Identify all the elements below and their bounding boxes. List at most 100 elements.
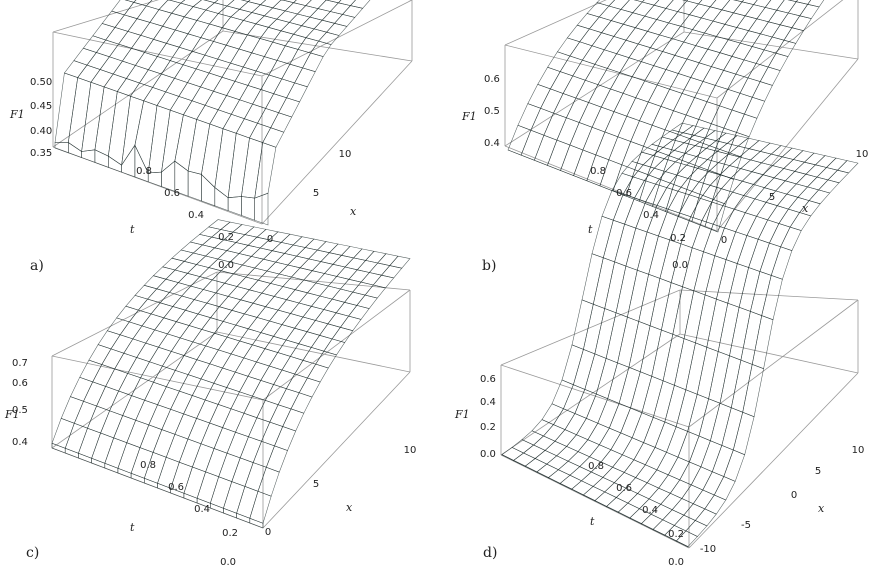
surface-skirt <box>108 155 122 173</box>
surface-skirt <box>201 173 216 207</box>
tick-labels: 0.0 0.2 0.4 0.6 0.8 0 5 10 0.4 0.5 0.6 <box>484 74 868 271</box>
x-tick-label: 5 <box>313 479 319 490</box>
t-tick-label: 0.8 <box>140 460 156 471</box>
surface-patch <box>77 64 101 83</box>
surface-skirt <box>117 467 132 479</box>
surface-patch <box>270 112 293 133</box>
box-edge <box>262 371 411 529</box>
surface-patch <box>757 219 780 244</box>
surface-patch <box>740 311 763 365</box>
surface-patch <box>574 389 597 419</box>
surface-patch <box>594 491 617 507</box>
surface-patch <box>333 14 356 27</box>
surface-front-edge <box>51 442 264 529</box>
surface-front-edge <box>54 141 269 226</box>
z-tick-label: 0.4 <box>480 397 496 408</box>
surface-patch <box>592 257 615 309</box>
x-tick-label: 0 <box>265 527 271 538</box>
z-tick-label: 0.50 <box>30 77 52 88</box>
t-tick-label: 0.6 <box>168 482 184 493</box>
panel-d: 0.0 0.2 0.4 0.6 0.8 -10 -5 0 5 10 0.0 0.2 0.4 0.6 t x F1 <box>454 122 864 568</box>
box-edge <box>504 31 685 147</box>
z-axis-label: F1 <box>454 408 470 421</box>
surface-patch <box>700 440 723 473</box>
surface-patch <box>238 1 262 13</box>
surface-patch <box>617 502 640 519</box>
surface-patch <box>249 122 272 143</box>
surface-patch <box>174 114 197 172</box>
surface-patch <box>523 444 546 459</box>
surface-patch <box>230 8 253 21</box>
box-edge <box>216 331 411 373</box>
surface-skirt <box>629 517 642 525</box>
t-tick-label: 0.0 <box>668 557 684 568</box>
bounding-box <box>504 0 859 232</box>
x-tick-label: 0 <box>267 234 273 245</box>
z-tick-label: 0.4 <box>12 437 28 448</box>
surface-skirt <box>547 165 561 171</box>
surface-skirt <box>144 477 158 489</box>
surface-patch <box>672 286 695 339</box>
surface-patch <box>209 109 232 130</box>
surface-skirt <box>594 500 607 508</box>
surface-patch <box>557 460 581 476</box>
surface-patch <box>227 132 250 199</box>
x-tick-label: 5 <box>313 188 319 199</box>
surface-skirt <box>241 196 255 221</box>
surface-patch <box>761 275 783 321</box>
t-tick-label: 0.2 <box>218 232 234 243</box>
surface-patch <box>201 123 224 189</box>
surface-patch <box>571 480 594 496</box>
z-axis-label: F1 <box>4 408 20 421</box>
surface-skirt <box>91 457 106 469</box>
surface-patch <box>104 437 128 469</box>
surface-patch <box>315 350 337 369</box>
surface-patch <box>660 492 683 511</box>
surface-skirt <box>676 540 689 548</box>
surface <box>51 219 411 524</box>
surface-patch <box>751 315 774 370</box>
surface-patch <box>143 87 167 106</box>
surface-patch <box>63 60 88 78</box>
t-tick-label: 0.4 <box>642 505 658 516</box>
x-tick-label: 10 <box>856 149 869 160</box>
t-tick-label: 0.4 <box>188 210 204 221</box>
box-edge <box>51 355 264 401</box>
surface-skirt <box>618 511 631 519</box>
surface-patch <box>305 28 328 42</box>
surface-patch <box>617 316 640 368</box>
surface-patch <box>770 246 793 280</box>
surface-patch <box>501 447 525 461</box>
surface-patch <box>674 338 696 391</box>
surface-patch <box>807 0 825 8</box>
surface-patch <box>192 0 216 11</box>
surface-patch <box>666 426 688 458</box>
surface-patch <box>641 375 664 418</box>
z-tick-label: 0.45 <box>30 101 52 112</box>
surface-skirt <box>507 149 522 156</box>
surface-patch <box>187 119 211 175</box>
surface-patch <box>306 363 329 383</box>
box-edge <box>500 289 681 366</box>
surface-patch <box>628 321 651 373</box>
surface-patch <box>276 10 299 23</box>
surface-patch <box>712 205 735 229</box>
t-tick-label: 0.8 <box>136 166 152 177</box>
surface-patch <box>696 346 719 400</box>
z-tick-label: 0.4 <box>484 138 500 149</box>
surface-patch <box>596 0 615 7</box>
surface-patch <box>554 429 577 447</box>
t-tick-label: 0.0 <box>220 557 236 568</box>
box-edge <box>52 31 263 77</box>
x-axis-label: x <box>802 202 809 215</box>
panel-label-d: d) <box>483 545 497 561</box>
surface-patch <box>730 359 753 413</box>
surface-patch <box>205 2 228 14</box>
surface-skirt <box>161 160 176 192</box>
surface-patch <box>259 0 282 9</box>
x-tick-label: 5 <box>769 192 775 203</box>
box-edge <box>679 333 859 374</box>
surface-patch <box>78 427 101 459</box>
box-edge <box>716 0 844 99</box>
surface-patch <box>257 108 279 129</box>
